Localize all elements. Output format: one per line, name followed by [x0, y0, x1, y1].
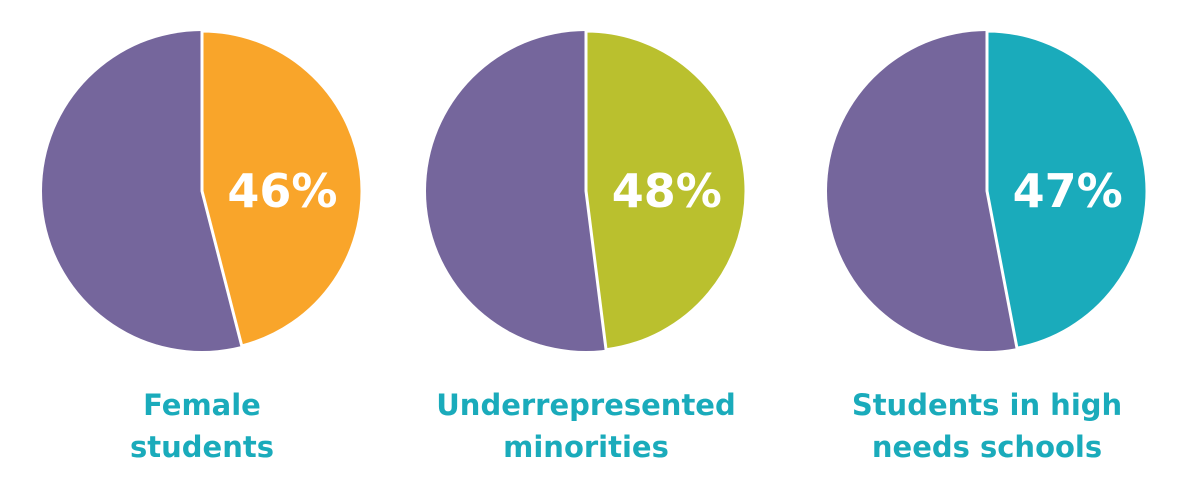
pie-panel-high-needs: 47% Students in high needs schools: [787, 0, 1187, 495]
pie-panel-female: 46% Female students: [2, 0, 402, 495]
caption-female: Female students: [2, 384, 402, 468]
caption-female-line-1: Female: [143, 388, 261, 422]
pie-chart-minorities: 48%: [426, 29, 748, 352]
caption-female-line-2: students: [130, 430, 274, 464]
caption-high-needs: Students in high needs schools: [787, 384, 1187, 468]
caption-high-needs-line-1: Students in high: [851, 388, 1123, 422]
pie-value-label: 48%: [612, 164, 722, 218]
pie-value-label: 47%: [1013, 164, 1123, 218]
pie-panel-minorities: 48% Underrepresented minorities: [386, 0, 786, 495]
pie-slice-highlight: [985, 29, 1149, 350]
caption-minorities: Underrepresented minorities: [386, 384, 786, 468]
caption-minorities-line-1: Underrepresented: [436, 388, 736, 422]
pie-chart-high-needs: 47%: [827, 29, 1149, 351]
caption-high-needs-line-2: needs schools: [871, 430, 1103, 464]
caption-minorities-line-2: minorities: [503, 430, 669, 464]
pie-value-label: 46%: [227, 164, 337, 218]
pie-slice-highlight: [584, 29, 748, 352]
pie-slice-highlight: [200, 29, 364, 348]
pie-chart-female: 46%: [42, 29, 364, 351]
